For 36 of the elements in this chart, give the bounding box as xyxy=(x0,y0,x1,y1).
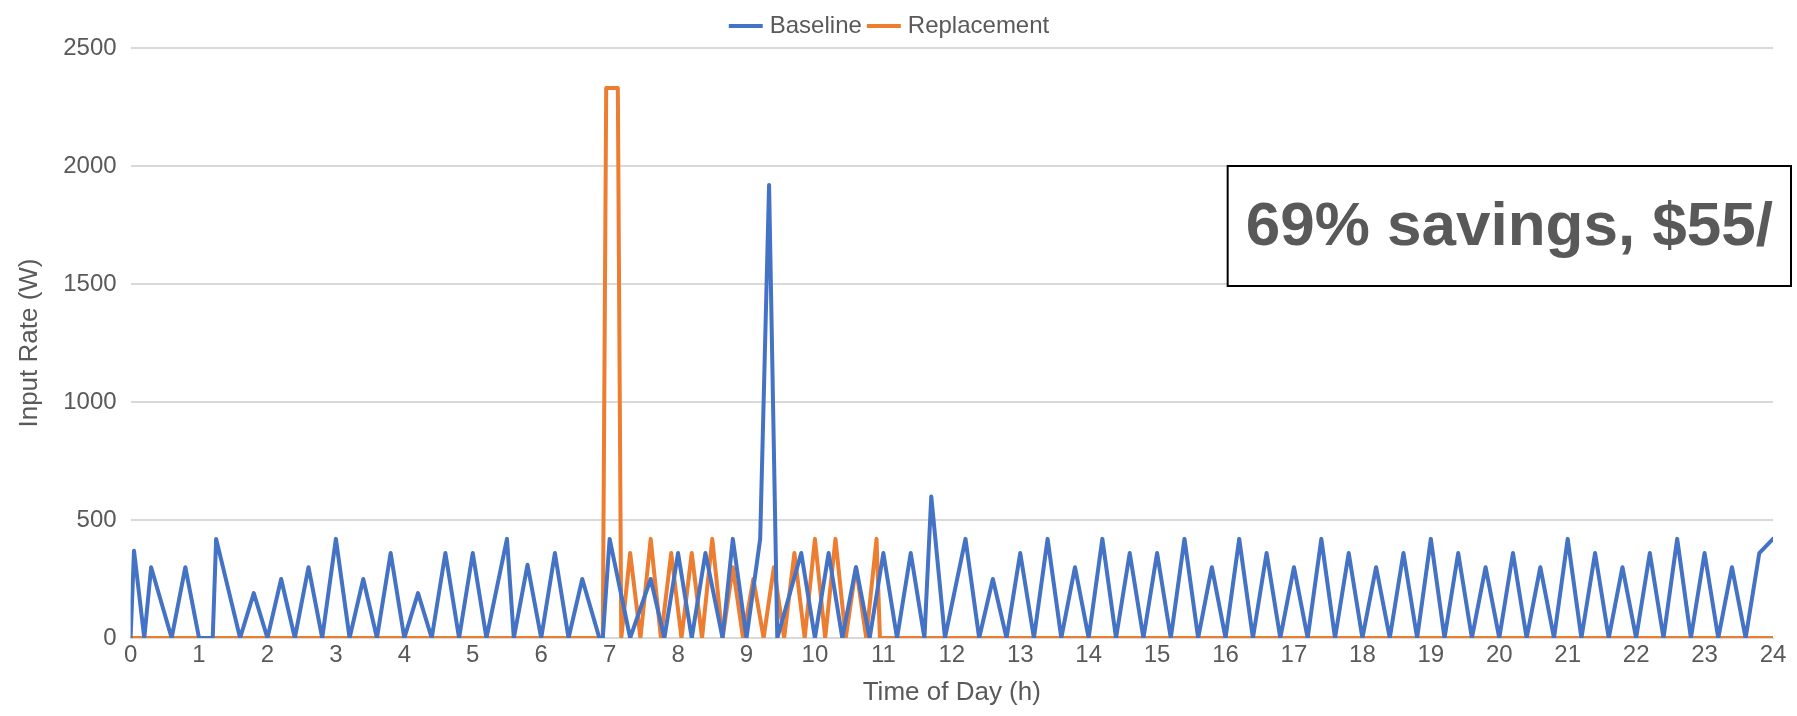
x-tick-label: 6 xyxy=(534,640,548,668)
x-tick-label: 22 xyxy=(1622,640,1650,668)
x-tick-label: 19 xyxy=(1417,640,1445,668)
x-tick-label: 0 xyxy=(123,640,138,668)
y-tick-label: 2000 xyxy=(63,150,117,178)
y-tick-label: 1500 xyxy=(63,268,117,296)
x-tick-label: 18 xyxy=(1349,640,1376,668)
x-tick-label: 8 xyxy=(671,640,685,668)
x-tick-label: 12 xyxy=(938,640,966,668)
x-tick-label: 21 xyxy=(1554,640,1582,668)
x-tick-label: 2 xyxy=(260,640,275,668)
y-tick-label: 2500 xyxy=(63,32,117,60)
x-tick-label: 10 xyxy=(801,640,829,668)
y-axis-title: Input Rate (W) xyxy=(12,258,43,428)
x-tick-label: 9 xyxy=(739,640,754,668)
x-tick-label: 13 xyxy=(1006,640,1034,668)
x-tick-label: 11 xyxy=(870,640,896,668)
x-tick-label: 15 xyxy=(1143,640,1171,668)
x-tick-label: 17 xyxy=(1280,640,1308,668)
legend-label: Baseline xyxy=(769,10,862,38)
x-tick-label: 24 xyxy=(1759,640,1787,668)
x-tick-label: 14 xyxy=(1075,640,1103,668)
y-tick-label: 0 xyxy=(103,622,117,650)
x-tick-label: 16 xyxy=(1212,640,1239,668)
x-tick-label: 3 xyxy=(329,640,343,668)
x-tick-label: 5 xyxy=(466,640,480,668)
legend-label: Replacement xyxy=(907,10,1050,38)
y-tick-label: 1000 xyxy=(63,386,117,414)
x-tick-label: 23 xyxy=(1691,640,1718,668)
x-tick-label: 7 xyxy=(602,640,617,668)
y-tick-label: 500 xyxy=(76,504,117,532)
x-tick-label: 20 xyxy=(1485,640,1513,668)
x-tick-label: 1 xyxy=(192,640,206,668)
x-tick-label: 4 xyxy=(397,640,412,668)
annotation: 69% savings, $55/ xyxy=(1245,189,1774,259)
x-axis-title: Time of Day (h) xyxy=(862,675,1041,706)
